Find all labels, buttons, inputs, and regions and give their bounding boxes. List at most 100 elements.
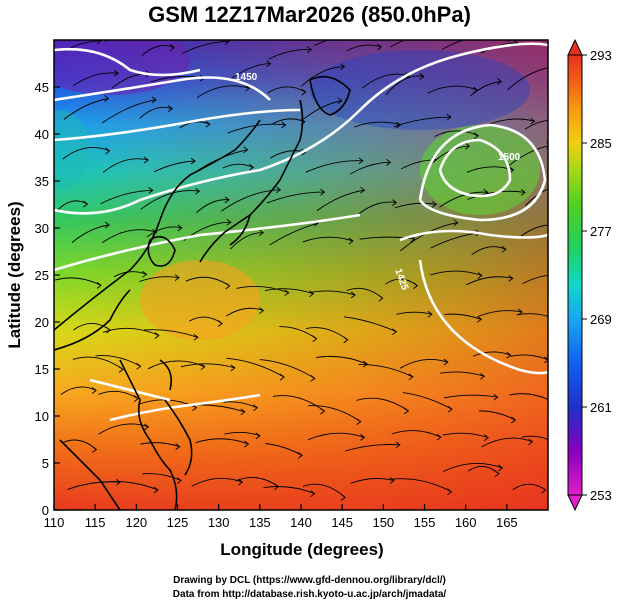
streamline-arrow bbox=[378, 294, 384, 302]
streamline bbox=[102, 327, 160, 336]
colorbar-tick-label: 285 bbox=[590, 136, 612, 151]
y-tick-label: 35 bbox=[35, 174, 49, 189]
streamline bbox=[226, 307, 264, 317]
streamline bbox=[140, 442, 180, 448]
streamline-arrow bbox=[177, 224, 183, 232]
streamline-arrow bbox=[190, 157, 196, 165]
streamline-arrow bbox=[356, 418, 362, 425]
streamline bbox=[302, 236, 354, 243]
streamline bbox=[427, 85, 478, 94]
streamline bbox=[356, 397, 409, 412]
streamline-arrow bbox=[486, 32, 490, 38]
streamline bbox=[344, 444, 400, 452]
y-tick-label: 30 bbox=[35, 221, 49, 236]
streamline bbox=[272, 395, 325, 412]
y-tick-label: 5 bbox=[42, 456, 49, 471]
colorbar-tick-label: 269 bbox=[590, 312, 612, 327]
streamline-arrow bbox=[363, 360, 369, 368]
x-tick-label: 155 bbox=[414, 515, 436, 530]
streamline bbox=[508, 145, 548, 166]
streamline bbox=[100, 189, 153, 205]
map-title: GSM 12Z17Mar2026 (850.0hPa) bbox=[148, 2, 471, 27]
streamline-arrow bbox=[230, 364, 236, 372]
streamline bbox=[143, 329, 199, 338]
streamline bbox=[229, 63, 271, 80]
x-axis-label: Longitude (degrees) bbox=[220, 540, 383, 559]
streamline bbox=[101, 481, 159, 491]
streamline bbox=[349, 161, 391, 175]
streamline bbox=[442, 432, 489, 439]
streamline-arrow bbox=[413, 282, 419, 289]
streamline bbox=[221, 189, 281, 212]
streamline-arrow bbox=[480, 372, 486, 380]
streamline-arrow bbox=[310, 490, 316, 498]
streamline-arrow bbox=[217, 320, 223, 327]
y-tick-label: 20 bbox=[35, 315, 49, 330]
streamline-arrow bbox=[167, 105, 173, 112]
streamline bbox=[477, 310, 523, 317]
x-tick-label: 150 bbox=[372, 515, 394, 530]
streamline-arrow bbox=[395, 441, 401, 449]
streamline-arrow bbox=[113, 69, 119, 77]
streamline bbox=[72, 72, 119, 87]
streamline bbox=[305, 160, 363, 173]
streamline-arrow bbox=[343, 336, 349, 344]
streamline bbox=[440, 371, 485, 377]
streamline bbox=[267, 86, 306, 94]
streamline bbox=[95, 355, 141, 367]
streamline-arrow bbox=[377, 43, 383, 51]
streamline bbox=[98, 423, 149, 435]
streamline bbox=[142, 473, 182, 482]
streamline bbox=[266, 191, 325, 204]
streamline-arrow bbox=[258, 229, 264, 237]
coastlines bbox=[54, 75, 351, 510]
streamline bbox=[98, 390, 139, 399]
streamline-arrow bbox=[205, 120, 211, 128]
streamline-arrow bbox=[508, 275, 514, 282]
streamline-arrow bbox=[91, 387, 97, 394]
streamline bbox=[236, 286, 289, 294]
streamline-arrow bbox=[92, 446, 98, 453]
streamline-arrow bbox=[279, 373, 285, 381]
streamline-arrow bbox=[404, 407, 410, 415]
streamline-arrow bbox=[115, 478, 121, 486]
streamline bbox=[54, 277, 102, 286]
streamline-arrow bbox=[301, 88, 307, 96]
streamline bbox=[191, 477, 243, 487]
streamline bbox=[310, 290, 356, 296]
streamline-arrow bbox=[193, 333, 199, 341]
streamline bbox=[439, 191, 488, 208]
streamline-arrow bbox=[307, 46, 313, 53]
streamline bbox=[196, 199, 230, 214]
x-tick-label: 160 bbox=[455, 515, 477, 530]
streamline-arrow bbox=[453, 219, 459, 227]
streamline bbox=[221, 40, 225, 42]
y-tick-label: 15 bbox=[35, 362, 49, 377]
streamline bbox=[478, 410, 516, 421]
contour-label: 1500 bbox=[498, 152, 521, 163]
x-axis: 110 115 120 125 130 135 140 145 150 155 160 165 bbox=[44, 504, 518, 530]
streamline bbox=[263, 486, 315, 495]
y-axis: 0 5 10 15 20 25 30 35 40 45 bbox=[35, 80, 60, 518]
streamline-arrow bbox=[494, 470, 500, 478]
streamline-arrow bbox=[224, 196, 230, 204]
streamline-arrow bbox=[497, 78, 503, 85]
streamline-arrow bbox=[312, 335, 318, 343]
streamline-arrow bbox=[392, 328, 398, 336]
streamline-arrow bbox=[245, 84, 251, 92]
streamline bbox=[140, 190, 200, 210]
streamline-arrow bbox=[447, 405, 453, 413]
streamline bbox=[139, 276, 180, 283]
streamline bbox=[141, 45, 175, 56]
streamline bbox=[139, 106, 173, 119]
streamline-arrow bbox=[419, 73, 425, 80]
streamline-arrow bbox=[483, 434, 489, 441]
credit-data: Data from http://database.rish.kyoto-u.a… bbox=[172, 589, 447, 600]
streamline bbox=[346, 44, 382, 52]
streamline-arrow bbox=[501, 245, 507, 253]
streamline-arrow bbox=[225, 282, 231, 290]
streamline bbox=[62, 147, 110, 160]
streamline bbox=[63, 98, 109, 120]
streamline bbox=[71, 224, 110, 244]
